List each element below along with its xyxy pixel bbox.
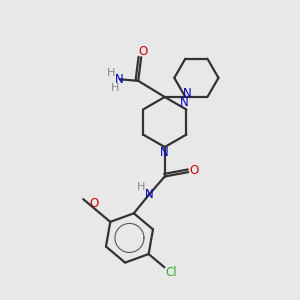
Text: Cl: Cl	[165, 266, 176, 279]
Text: N: N	[182, 87, 191, 100]
Text: N: N	[179, 96, 188, 109]
Text: O: O	[90, 197, 99, 210]
Text: N: N	[115, 73, 124, 86]
Text: H: H	[137, 182, 146, 192]
Text: O: O	[189, 164, 198, 177]
Text: N: N	[160, 146, 169, 159]
Text: O: O	[138, 45, 147, 58]
Text: N: N	[145, 188, 154, 201]
Text: H: H	[107, 68, 115, 78]
Text: H: H	[110, 82, 119, 93]
